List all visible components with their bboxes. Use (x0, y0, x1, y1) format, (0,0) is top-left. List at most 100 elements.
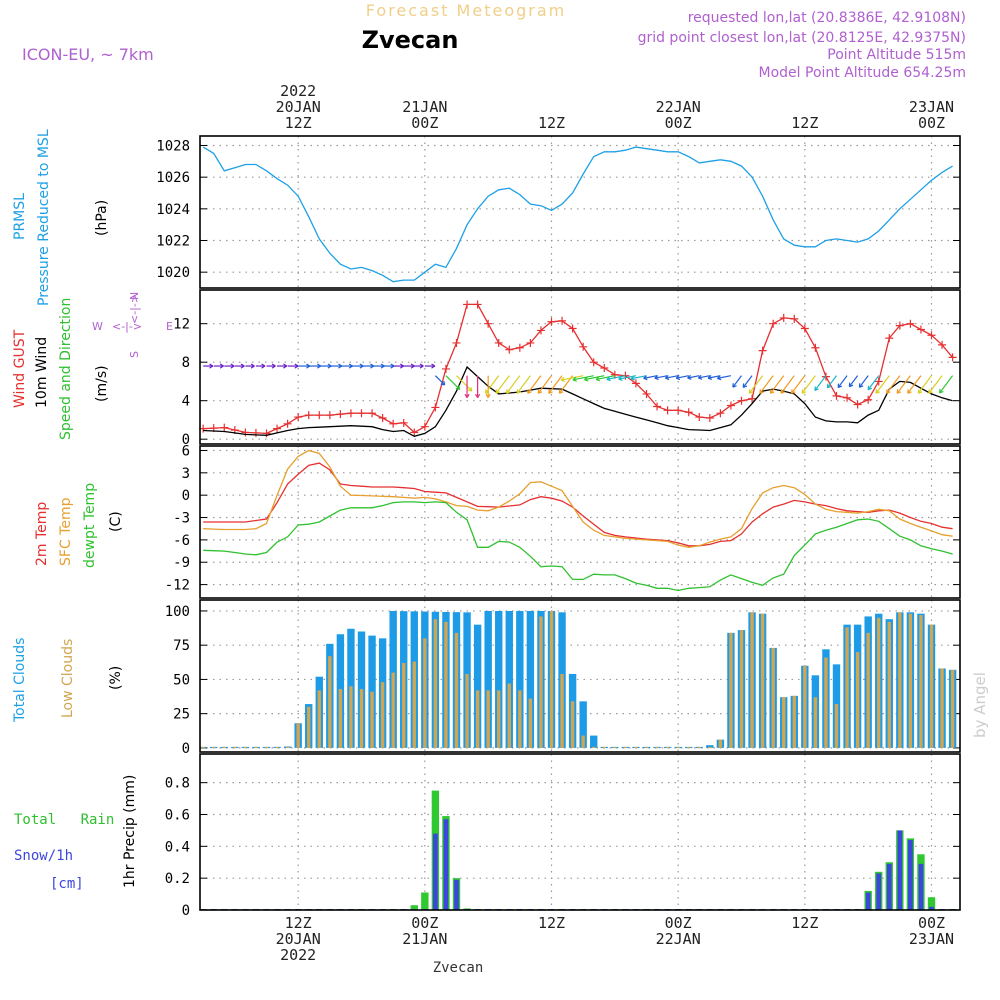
wind-arrow (867, 375, 880, 391)
top-axis-label: 23JAN (909, 98, 954, 116)
bar-3-1 (782, 697, 786, 748)
y-tick-label: 3 (182, 466, 190, 482)
gust-point (726, 401, 735, 410)
compass-w: W (92, 320, 103, 333)
watermark: by Angel (971, 672, 989, 738)
gust-point (368, 409, 377, 418)
bottom-axis-label: 00Z (918, 914, 945, 932)
wind-arrow-head (867, 385, 873, 391)
gust-point (800, 324, 809, 333)
bar-3-1 (201, 746, 205, 749)
gust-point (484, 319, 493, 328)
clouds-panel: Total Clouds Low Clouds (%) 0 25 50 75 100 (12, 599, 961, 757)
wind-arrow-head (643, 375, 648, 381)
wind-arrow (896, 375, 911, 394)
wind-arrow-head (759, 389, 764, 394)
bar-3-1 (855, 652, 860, 748)
bar-3-1 (222, 746, 226, 749)
bar-3-1 (338, 689, 343, 748)
wind-arrow (858, 375, 869, 388)
gust-point (631, 379, 640, 388)
gust-point (769, 319, 778, 328)
model-altitude: Model Point Altitude 654.25m (759, 65, 966, 81)
series-line-1-1 (203, 365, 953, 437)
wind-arrow-head (560, 376, 566, 382)
bar-4-1 (908, 839, 913, 910)
bar-3-1 (296, 723, 300, 748)
wind-arrow (687, 375, 700, 379)
wind-arrow-head (294, 363, 299, 369)
y-tick-label: 1028 (156, 139, 190, 155)
y-tick-label: 0.6 (165, 807, 190, 823)
bar-3-1 (697, 746, 701, 749)
bottom-axis-label: 20JAN (276, 930, 321, 948)
pressure-label-2: Pressure Reduced to MSL (36, 129, 52, 306)
y-tick-label: 1026 (156, 170, 190, 186)
bar-3-0 (484, 610, 492, 748)
bar-3-0 (473, 624, 482, 748)
bar-3-1 (877, 617, 881, 748)
bar-3-1 (528, 698, 533, 748)
compass-ew-line: <-|-> (112, 320, 142, 333)
bar-3-1 (412, 661, 416, 748)
bar-3-1 (465, 673, 469, 748)
gust-point (832, 391, 841, 400)
wind-arrow-head (707, 374, 713, 381)
bar-3-1 (560, 673, 564, 748)
wind-arrow (595, 375, 615, 380)
gust-point (906, 319, 915, 328)
y-tick-label: 50 (173, 672, 190, 688)
wind-arrow (456, 375, 473, 392)
wind-arrow (630, 375, 647, 380)
bar-4-1 (929, 906, 934, 910)
wind-arrow-head (742, 383, 748, 388)
bar-3-1 (929, 624, 934, 748)
wind-arrow (516, 375, 531, 394)
bottom-axis-label: 12Z (791, 914, 818, 932)
wind-arrow-head (791, 389, 796, 394)
gust-point (790, 314, 799, 323)
bar-3-0 (526, 610, 535, 748)
panel-frame (199, 445, 961, 599)
bar-3-1 (750, 612, 754, 748)
wind-arrow-head (516, 389, 522, 394)
temp-sfc-label: SFC Temp (58, 497, 74, 566)
bar-3-1 (486, 690, 490, 748)
wind-arrow-head (399, 363, 405, 369)
bar-3-1 (940, 668, 944, 748)
top-axis-label: 12Z (791, 114, 818, 132)
gust-point (579, 342, 588, 351)
wind-arrow-head (419, 363, 424, 369)
wind-arrow (742, 375, 753, 388)
gust-point (494, 338, 503, 347)
top-axis-label: 00Z (411, 114, 438, 132)
wind-panel: Wind GUST 10m Wind Speed and Direction (… (12, 289, 961, 448)
gust-point (399, 418, 408, 427)
bar-3-1 (919, 615, 923, 748)
wind-arrow (485, 375, 500, 394)
bar-3-1 (275, 746, 279, 749)
wind-arrow (572, 375, 594, 381)
wind-arrow (939, 375, 954, 394)
gust-point (811, 343, 820, 352)
bar-3-1 (813, 697, 818, 748)
y-tick-label: 0.4 (165, 839, 190, 855)
y-tick-label: 1024 (156, 202, 190, 218)
wind-arrow-head (464, 393, 470, 398)
series-line-0-0 (202, 146, 953, 283)
wind-arrow (907, 375, 922, 394)
y-tick-label: 0.8 (165, 776, 190, 792)
bar-3-1 (708, 746, 712, 749)
wind-arrow-head (440, 380, 446, 386)
gust-point (674, 406, 683, 415)
gust-point (505, 345, 514, 354)
bar-4-1 (886, 863, 892, 910)
wind-arrow-head (801, 389, 807, 394)
wind-arrow-head (548, 389, 553, 394)
bar-3-1 (212, 746, 216, 749)
bar-3-1 (634, 746, 638, 749)
panel-frame (199, 599, 961, 753)
gust-point (346, 409, 355, 418)
bar-3-1 (845, 627, 849, 748)
top-axis-label: 00Z (918, 114, 945, 132)
